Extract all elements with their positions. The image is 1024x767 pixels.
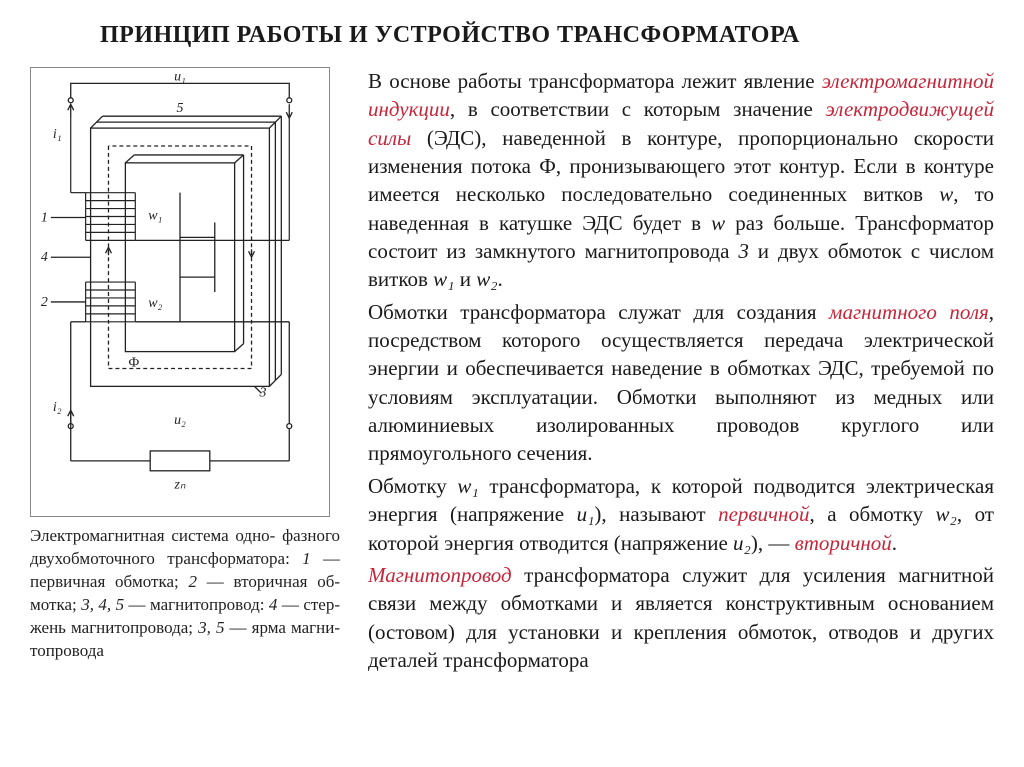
figure-caption: Электромагнитная система одно- фазного д… <box>30 525 340 663</box>
caption-text: — вторичная об- <box>197 572 340 591</box>
svg-text:1: 1 <box>41 210 48 225</box>
svg-text:Ф: Ф <box>128 355 139 370</box>
paragraph-1: В основе работы трансформатора лежит явл… <box>368 67 994 294</box>
var-w1: w₁ <box>433 267 454 291</box>
caption-text: Электромагнитная система одно- <box>30 526 275 545</box>
svg-text:w₂: w₂ <box>148 296 162 311</box>
body-text: , посредством которого осуществляется пе… <box>368 300 994 466</box>
body-text: ), — <box>751 531 795 555</box>
svg-text:w₁: w₁ <box>148 208 162 223</box>
figure-column: u₁ i₁ <box>30 67 340 663</box>
caption-num: 2 <box>189 572 198 591</box>
body-text: , а обмотку <box>809 502 935 526</box>
body-text: , в соответствии с которым значение <box>450 97 826 121</box>
caption-text: топровода <box>30 641 104 660</box>
var-w: w <box>939 182 953 206</box>
var-w: w <box>711 211 725 235</box>
transformer-svg: u₁ i₁ <box>31 68 329 516</box>
var-w2: w₂ <box>936 502 957 526</box>
caption-num: 3, 4, 5 <box>81 595 124 614</box>
term-secondary: вторичной <box>795 531 892 555</box>
transformer-diagram: u₁ i₁ <box>30 67 330 517</box>
ref-3: 3 <box>738 239 749 263</box>
svg-text:u₂: u₂ <box>174 413 186 428</box>
body-text: Обмотку <box>368 474 457 498</box>
body-text: и <box>454 267 476 291</box>
caption-num: 3, 5 <box>198 618 224 637</box>
page-title: ПРИНЦИП РАБОТЫ И УСТРОЙСТВО ТРАНСФОРМАТО… <box>100 22 994 49</box>
caption-text: — ярма магни- <box>224 618 340 637</box>
paragraph-2: Обмотки трансформатора служат для создан… <box>368 298 994 468</box>
caption-text: — стер- <box>277 595 340 614</box>
svg-text:3: 3 <box>258 385 266 400</box>
var-u1: u₁ <box>577 502 595 526</box>
body-text: (ЭДС), наведенной в контуре, пропорциона… <box>368 126 994 207</box>
term-primary: первичной <box>718 502 809 526</box>
caption-num: 1 <box>302 549 311 568</box>
var-w2: w₂ <box>476 267 497 291</box>
body-text: . <box>498 267 503 291</box>
body-text: . <box>892 531 897 555</box>
paragraph-3: Обмотку w₁ трансформатора, к которой под… <box>368 472 994 557</box>
body-text: В основе работы трансформатора лежит явл… <box>368 69 822 93</box>
svg-text:zₙ: zₙ <box>174 478 186 493</box>
svg-text:i₂: i₂ <box>53 400 62 415</box>
svg-text:u₁: u₁ <box>174 69 186 84</box>
paragraph-4: Магнитопровод трансформатора служит для … <box>368 561 994 674</box>
var-w1: w₁ <box>457 474 478 498</box>
body-text: ), называют <box>594 502 718 526</box>
caption-text: жень магнитопровода; <box>30 618 198 637</box>
term-core: Магнитопровод <box>368 563 512 587</box>
svg-text:4: 4 <box>41 250 48 265</box>
body-text: Обмотки трансформатора служат для создан… <box>368 300 829 324</box>
caption-text: — магнитопровод: <box>124 595 269 614</box>
text-column: В основе работы трансформатора лежит явл… <box>368 67 994 678</box>
two-column-layout: u₁ i₁ <box>30 67 994 678</box>
svg-text:5: 5 <box>177 101 184 116</box>
var-u2: u₂ <box>733 531 751 555</box>
svg-text:2: 2 <box>41 295 48 310</box>
svg-text:i₁: i₁ <box>53 127 62 142</box>
term-magnetic-field: магнитного поля <box>829 300 989 324</box>
caption-text: мотка; <box>30 595 81 614</box>
